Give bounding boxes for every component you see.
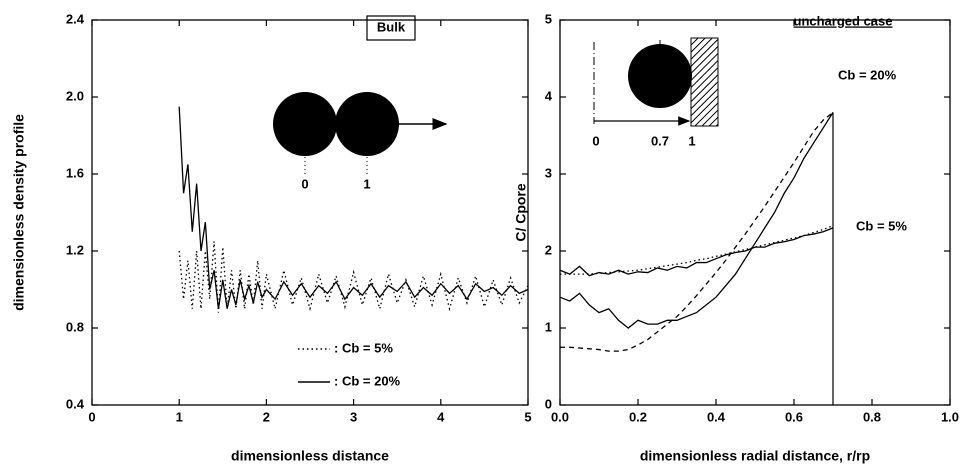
pore-wall — [690, 37, 719, 127]
inset-label: 1 — [363, 176, 370, 191]
y-tick-label: 2.4 — [66, 11, 85, 26]
y-tick-label: 3 — [545, 165, 552, 180]
particle — [273, 92, 337, 156]
y-tick-label: 5 — [545, 11, 552, 26]
note: uncharged case — [794, 13, 893, 28]
particle — [628, 44, 692, 108]
curve-label: Cb = 5% — [856, 218, 907, 233]
plot-frame — [559, 19, 951, 406]
y-tick-label: 1.2 — [66, 242, 84, 257]
series-line — [560, 111, 834, 352]
y-tick-label: 2 — [545, 242, 552, 257]
y-axis-label: C/ Cpore — [513, 183, 529, 242]
y-tick-label: 1 — [545, 319, 552, 334]
x-tick-label: 0.6 — [785, 409, 803, 424]
series-line — [559, 227, 834, 277]
particle — [335, 92, 399, 156]
x-axis-label: dimensionless radial distance, r/rp — [640, 448, 870, 464]
inset-label: 0.7 — [651, 133, 669, 148]
y-tick-label: 0.4 — [66, 396, 85, 411]
x-tick-label: 5 — [524, 409, 531, 424]
x-tick-label: 0.0 — [551, 409, 569, 424]
series-line — [560, 224, 834, 275]
x-tick-label: 4 — [437, 409, 445, 424]
y-tick-label: 0.8 — [66, 319, 84, 334]
inset-label: 0 — [301, 176, 308, 191]
x-tick-label: 1 — [176, 409, 183, 424]
inset-label: 1 — [688, 133, 695, 148]
x-tick-label: 0.8 — [863, 409, 881, 424]
x-tick-label: 0.2 — [629, 409, 647, 424]
inset-label: 0 — [592, 133, 599, 148]
x-axis-label: dimensionless distance — [231, 448, 389, 464]
y-tick-label: 2.0 — [66, 88, 84, 103]
x-tick-label: 1.0 — [941, 409, 959, 424]
legend-label: : Cb = 5% — [334, 340, 393, 355]
x-tick-label: 3 — [350, 409, 357, 424]
plot-frame — [91, 19, 529, 406]
legend-label: : Cb = 20% — [334, 373, 401, 388]
y-tick-label: 0 — [545, 396, 552, 411]
curve-label: Cb = 20% — [838, 67, 897, 82]
series-line — [178, 106, 529, 309]
bulk-inset — [273, 15, 448, 176]
pore-inset — [593, 37, 719, 127]
x-tick-label: 0 — [88, 409, 95, 424]
y-tick-label: 4 — [545, 88, 553, 103]
series-line — [178, 241, 529, 313]
plot: 0 1 2 3 4 5 0.4 0.8 1.2 1.6 2.0 2.4 dimensionless di… — [11, 11, 532, 463]
y-tick-label: 1.6 — [66, 165, 84, 180]
y-axis-label: dimensionless density profile — [11, 114, 27, 311]
x-tick-label: 0.4 — [707, 409, 726, 424]
x-tick-label: 2 — [263, 409, 270, 424]
series-line — [559, 112, 834, 329]
box-label: Bulk — [377, 19, 406, 34]
plot: 0.0 0.2 0.4 0.6 0.8 1.0 0 1 2 3 4 5 dimensionless ra… — [513, 11, 959, 463]
